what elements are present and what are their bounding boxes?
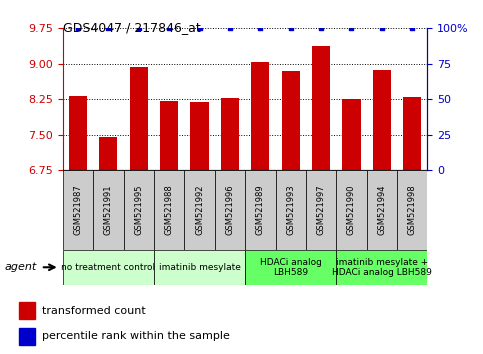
Bar (282, 71, 300, 170)
Bar (124, 170, 154, 250)
Bar (245, 250, 336, 285)
Bar (93, 170, 124, 250)
Text: transformed count: transformed count (42, 306, 145, 316)
Point (196, 25, 203, 31)
Text: GSM521991: GSM521991 (104, 184, 113, 235)
Bar (373, 70, 391, 170)
Bar (99, 137, 117, 170)
Text: no treatment control: no treatment control (61, 263, 156, 272)
Text: HDACi analog
LBH589: HDACi analog LBH589 (260, 258, 322, 277)
Bar (336, 170, 367, 250)
Bar (367, 170, 397, 250)
Point (226, 25, 234, 31)
Point (409, 25, 416, 31)
Bar (154, 250, 245, 285)
Bar (403, 97, 421, 170)
Bar (19, 302, 35, 319)
Point (378, 25, 386, 31)
Bar (154, 170, 185, 250)
Bar (275, 170, 306, 250)
Point (348, 25, 355, 31)
Bar (19, 328, 35, 345)
Bar (129, 67, 148, 170)
Bar (215, 170, 245, 250)
Bar (245, 170, 275, 250)
Text: agent: agent (5, 262, 37, 272)
Bar (190, 102, 209, 170)
Text: percentile rank within the sample: percentile rank within the sample (42, 331, 229, 341)
Text: GSM521995: GSM521995 (134, 184, 143, 235)
Point (287, 25, 295, 31)
Text: GSM521997: GSM521997 (316, 184, 326, 235)
Bar (185, 170, 215, 250)
Text: GSM521994: GSM521994 (377, 184, 386, 235)
Point (317, 25, 325, 31)
Text: imatinib mesylate +
HDACi analog LBH589: imatinib mesylate + HDACi analog LBH589 (332, 258, 432, 277)
Bar (342, 99, 361, 170)
Text: GSM521990: GSM521990 (347, 184, 356, 235)
Bar (336, 250, 427, 285)
Point (256, 25, 264, 31)
Bar (221, 98, 239, 170)
Point (104, 25, 112, 31)
Bar (306, 170, 336, 250)
Text: imatinib mesylate: imatinib mesylate (158, 263, 241, 272)
Text: GSM521989: GSM521989 (256, 184, 265, 235)
Bar (397, 170, 427, 250)
Point (135, 25, 142, 31)
Bar (63, 250, 154, 285)
Bar (63, 170, 93, 250)
Text: GSM521993: GSM521993 (286, 184, 295, 235)
Bar (69, 96, 87, 170)
Text: GSM521992: GSM521992 (195, 184, 204, 235)
Bar (160, 101, 178, 170)
Text: GSM521996: GSM521996 (226, 184, 234, 235)
Point (165, 25, 173, 31)
Point (74, 25, 82, 31)
Text: GSM521988: GSM521988 (165, 184, 174, 235)
Bar (312, 46, 330, 170)
Bar (251, 62, 270, 170)
Text: GDS4047 / 217846_at: GDS4047 / 217846_at (63, 21, 200, 34)
Text: GSM521998: GSM521998 (408, 184, 417, 235)
Text: GSM521987: GSM521987 (73, 184, 83, 235)
